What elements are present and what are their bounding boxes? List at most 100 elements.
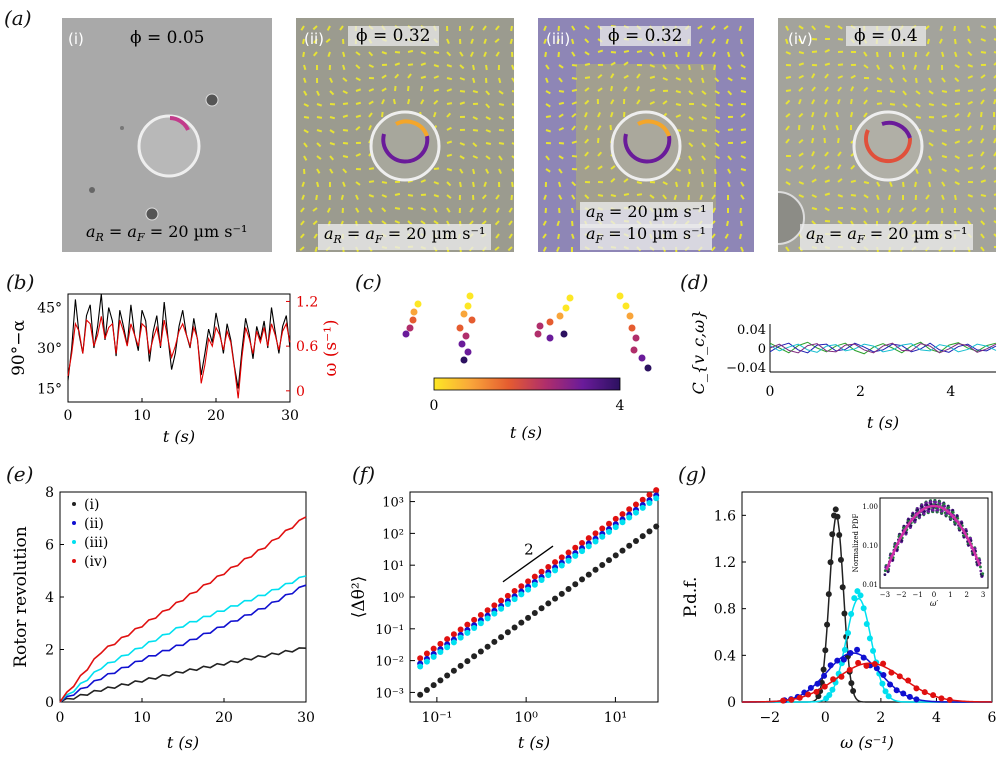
flow-arrow	[303, 77, 307, 84]
flow-arrow	[433, 88, 440, 92]
flow-arrow	[811, 137, 815, 144]
data-point	[848, 680, 855, 687]
flow-arrow	[433, 194, 440, 198]
flow-arrow	[584, 99, 590, 105]
trajectory-point	[644, 364, 652, 372]
data-point	[477, 612, 484, 619]
data-point	[827, 662, 834, 669]
flow-arrow	[571, 101, 578, 105]
flow-arrow	[993, 98, 996, 105]
flow-arrow	[508, 220, 513, 226]
flow-arrow	[472, 90, 479, 94]
flow-arrow	[740, 181, 745, 187]
y-tick-label: 0	[45, 695, 54, 711]
panel-label-g: (g)	[678, 462, 707, 486]
data-point	[585, 535, 592, 542]
data-point	[552, 595, 559, 602]
flow-arrow	[584, 76, 591, 79]
flow-arrow	[342, 129, 349, 132]
flow-arrow	[446, 207, 451, 213]
flow-arrow	[420, 220, 426, 225]
flow-arrow	[701, 181, 704, 188]
flow-arrow	[662, 181, 668, 186]
flow-arrow	[740, 90, 747, 94]
flow-arrow	[967, 125, 972, 131]
inset-y-tick-label: 0.10	[862, 542, 878, 550]
flow-arrow	[714, 103, 721, 107]
y-tick-label: 1.6	[714, 508, 736, 524]
data-point	[837, 556, 844, 563]
data-point	[552, 567, 559, 574]
flow-arrow	[928, 155, 933, 161]
inset-point	[918, 513, 922, 517]
flow-arrow	[394, 220, 401, 224]
flow-arrow	[511, 116, 514, 119]
flow-arrow	[368, 100, 374, 105]
flow-arrow	[472, 181, 475, 188]
data-point	[471, 625, 478, 632]
flow-arrow	[711, 38, 716, 44]
flow-arrow	[740, 168, 747, 172]
flow-arrow	[714, 155, 720, 160]
flow-arrow	[446, 194, 452, 199]
trajectory-point	[626, 312, 634, 320]
flow-arrow	[798, 25, 804, 30]
inset-point	[900, 539, 904, 542]
flow-arrow	[967, 25, 971, 32]
flow-arrow	[326, 207, 331, 213]
flow-arrow	[941, 142, 947, 147]
inset-x-tick-label: 2	[964, 591, 968, 599]
flow-arrow	[355, 101, 362, 105]
flow-arrow	[837, 98, 841, 105]
trajectory-point	[546, 334, 554, 342]
flow-arrow	[697, 25, 703, 30]
flow-arrow	[407, 207, 414, 210]
flow-arrow	[837, 164, 842, 170]
flow-arrow	[740, 140, 747, 144]
flow-arrow	[571, 207, 574, 214]
trajectory-point	[460, 310, 468, 318]
flow-arrow	[303, 142, 308, 148]
flow-arrow	[798, 62, 805, 66]
flow-arrow	[571, 125, 576, 131]
flow-arrow	[798, 38, 803, 44]
flow-arrow	[980, 124, 984, 131]
flow-arrow	[863, 194, 869, 199]
flow-arrow	[303, 90, 308, 96]
data-point	[632, 537, 639, 544]
x-tick-label: 30	[297, 710, 315, 726]
flow-arrow	[571, 64, 578, 67]
flow-arrow	[710, 25, 716, 31]
inset-point	[954, 521, 957, 525]
flow-arrow	[584, 165, 590, 170]
flow-arrow	[571, 220, 574, 227]
data-point	[504, 592, 511, 599]
y-tick-label: 10³	[382, 496, 404, 511]
flow-arrow	[469, 25, 474, 31]
data-point	[825, 591, 832, 598]
data-point	[851, 595, 858, 602]
flow-arrow	[837, 86, 843, 92]
flow-arrow	[472, 116, 478, 121]
flow-arrow	[980, 99, 985, 105]
flow-arrow	[902, 103, 908, 108]
flow-arrow	[302, 51, 305, 58]
flow-arrow	[967, 100, 973, 105]
data-point	[579, 576, 586, 583]
flow-arrow	[993, 25, 996, 30]
flow-arrow	[837, 75, 844, 79]
flow-arrow	[902, 90, 907, 96]
legend-label: (ii)	[84, 516, 104, 532]
flow-arrow	[811, 207, 818, 211]
flow-arrow	[498, 142, 505, 145]
flow-arrow	[381, 87, 387, 92]
flow-arrow	[824, 179, 831, 183]
flow-arrow	[511, 90, 514, 93]
flow-arrow	[798, 74, 804, 79]
flow-arrow	[738, 233, 742, 240]
y-tick-label: 0	[727, 695, 736, 711]
flow-arrow	[915, 77, 918, 84]
flow-arrow	[420, 179, 426, 183]
inset-point	[940, 509, 944, 513]
flow-arrow	[342, 102, 349, 105]
